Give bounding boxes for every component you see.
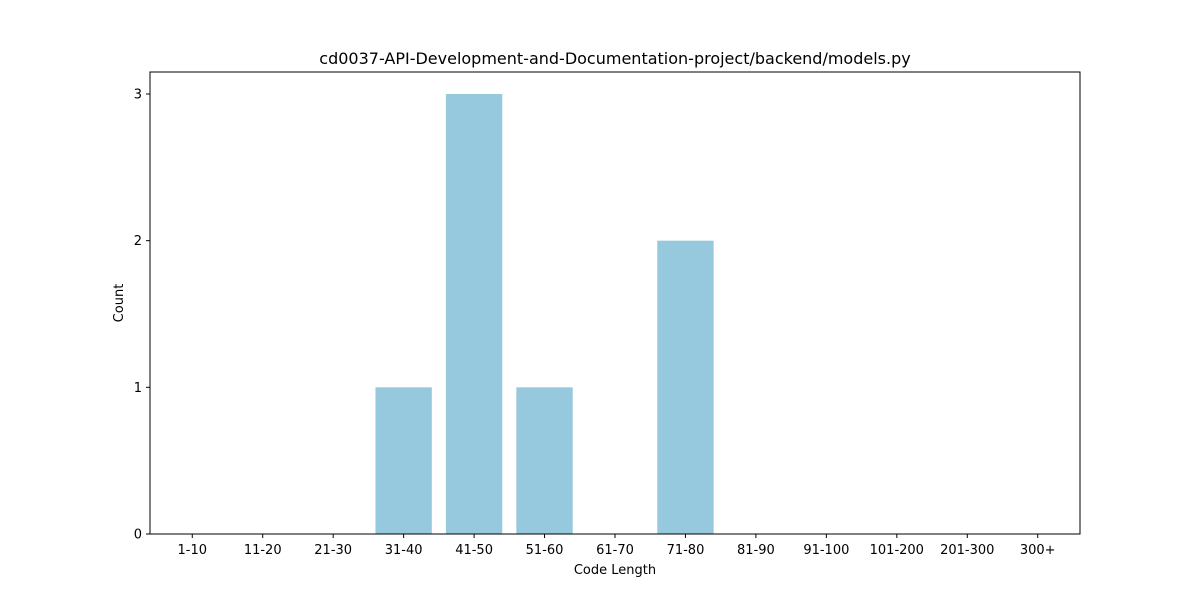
x-tick-label: 31-40 <box>385 543 423 558</box>
bars-group <box>375 94 714 534</box>
bar-41-50 <box>445 94 503 534</box>
x-tick-label: 1-10 <box>178 543 208 558</box>
y-tick-label: 2 <box>134 234 142 249</box>
x-tick-label: 81-90 <box>737 543 775 558</box>
x-axis: 1-10 11-20 21-30 31-40 41-50 51-60 61-70 71-80 8… <box>178 534 1056 558</box>
x-tick-label: 71-80 <box>667 543 705 558</box>
x-tick-label: 11-20 <box>244 543 282 558</box>
bar-51-60 <box>516 387 573 534</box>
y-axis: 0 1 2 3 <box>134 88 150 543</box>
x-tick-label: 101-200 <box>870 543 924 558</box>
x-axis-label: Code Length <box>574 563 656 578</box>
bar-31-40 <box>375 387 432 534</box>
y-axis-label: Count <box>112 284 127 323</box>
x-tick-label: 300+ <box>1020 543 1056 558</box>
bar-71-80 <box>657 240 714 534</box>
plot-frame <box>149 71 1081 535</box>
y-tick-label: 1 <box>134 381 142 396</box>
x-tick-label: 51-60 <box>526 543 564 558</box>
y-tick-label: 0 <box>134 528 142 543</box>
x-tick-label: 41-50 <box>455 543 493 558</box>
chart-title: cd0037-API-Development-and-Documentation… <box>319 49 910 68</box>
x-tick-label: 201-300 <box>940 543 994 558</box>
x-tick-label: 91-100 <box>803 543 849 558</box>
x-tick-label: 61-70 <box>596 543 634 558</box>
y-tick-label: 3 <box>134 88 142 103</box>
x-tick-label: 21-30 <box>314 543 352 558</box>
